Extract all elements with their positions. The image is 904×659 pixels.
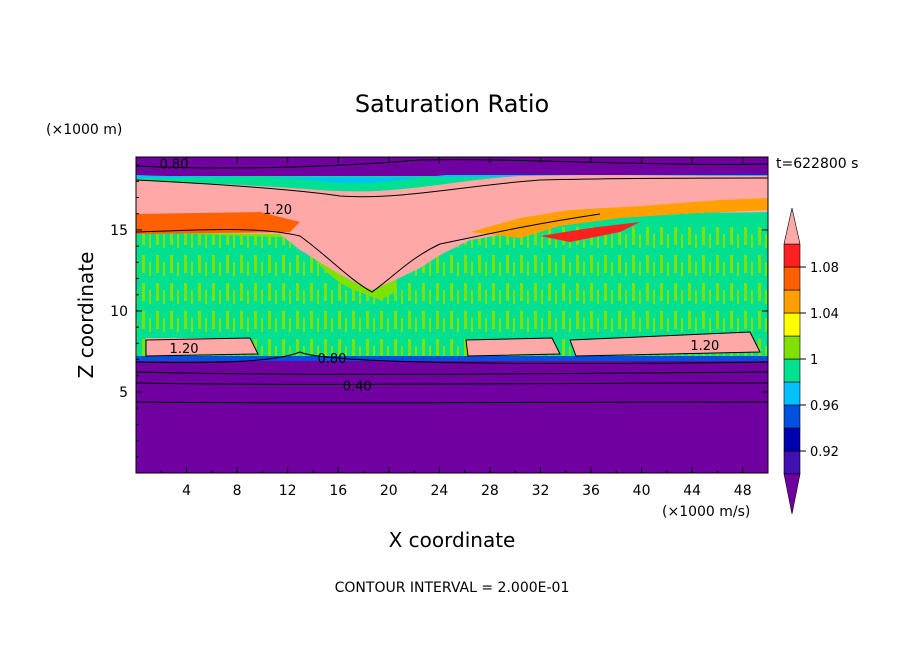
x-tick-label: 32: [532, 483, 550, 499]
x-tick-label: 16: [329, 483, 347, 499]
colorbar-extend-top: [783, 207, 801, 245]
field-red-streak: [540, 222, 640, 242]
colorbar-bin: [783, 243, 801, 268]
x-tick-label: 48: [734, 483, 752, 499]
colorbar-tick-label: 1.08: [810, 261, 839, 276]
field-pink-upper: [136, 175, 768, 290]
colorbar-tick-label: 1: [810, 353, 818, 368]
x-tick-label: 24: [430, 483, 448, 499]
colorbar-bin: [783, 427, 801, 452]
x-tick-label: 12: [279, 483, 297, 499]
chart-title: Saturation Ratio: [355, 90, 549, 118]
x-axis-unit: (×1000 m/s): [662, 504, 750, 520]
contour-label-6: 1.20: [690, 339, 719, 354]
x-axis-label: X coordinate: [389, 528, 516, 552]
field-pink-lower-2: [466, 338, 560, 356]
field-top-purple: [136, 165, 768, 175]
colorbar-bin: [783, 312, 801, 337]
contour-label-1: 0.80: [159, 157, 188, 172]
colorbar-extend-bottom: [783, 473, 801, 515]
saturation-field: [136, 157, 768, 473]
field-blue-base: [136, 356, 768, 361]
x-tick-label: 36: [582, 483, 600, 499]
contour-line-3: [136, 213, 601, 293]
contour-interval-footer: CONTOUR INTERVAL = 2.000E-01: [335, 580, 570, 596]
contour-label-5: 0.40: [343, 379, 372, 394]
x-tick-label: 20: [380, 483, 398, 499]
contour-line-8: [136, 371, 768, 375]
colorbar: 0.92 0.96 1 1.04 1.08: [783, 207, 839, 515]
field-pink-lower-1: [146, 338, 258, 356]
colorbar-bin: [783, 266, 801, 291]
contour-labels: 0.80 1.20 1.20 0.80 0.40 1.20: [159, 157, 719, 394]
colorbar-tick-label: 0.92: [810, 445, 839, 460]
colorbar-bin: [783, 335, 801, 360]
contour-label-2: 1.20: [263, 203, 292, 218]
contour-line-7: [136, 351, 768, 365]
x-tick-label: 28: [481, 483, 499, 499]
field-orange-band-right: [470, 198, 768, 238]
x-tick-label: 8: [233, 483, 242, 499]
contour-lines: [136, 159, 768, 404]
time-label: t=622800 s: [776, 156, 858, 172]
x-axis: 4 8 12 16 20 24 28 32 36 40 44 48: [160, 157, 752, 499]
y-tick-label: 5: [119, 385, 128, 401]
contour-line-6: [569, 331, 761, 357]
plot-frame: [135, 156, 769, 474]
x-tick-label: 40: [633, 483, 651, 499]
contour-line-2: [136, 177, 768, 198]
colorbar-bin: [783, 289, 801, 314]
contour-line-5: [465, 337, 561, 357]
x-tick-label: 44: [683, 483, 701, 499]
colorbar-bin: [783, 381, 801, 406]
contour-line-10: [136, 401, 768, 404]
y-axis: 5 10 15: [110, 164, 768, 458]
contour-line-4: [145, 337, 259, 357]
colorbar-tick-label: 1.04: [810, 307, 839, 322]
colorbar-bin: [783, 450, 801, 475]
contour-line-9: [136, 382, 768, 385]
colorbar-bin: [783, 404, 801, 429]
y-axis-unit: (×1000 m): [46, 122, 122, 138]
y-tick-label: 15: [110, 223, 128, 239]
y-tick-label: 10: [110, 304, 128, 320]
y-axis-label: Z coordinate: [74, 252, 98, 379]
contour-label-4: 0.80: [317, 352, 346, 367]
contour-label-3: 1.20: [170, 342, 199, 357]
colorbar-bin: [783, 358, 801, 383]
colorbar-tick-label: 0.96: [810, 399, 839, 414]
x-tick-label: 4: [182, 483, 191, 499]
field-orange-band-left: [136, 212, 300, 234]
field-lower-purple: [136, 361, 768, 473]
contour-line-1: [136, 159, 768, 169]
